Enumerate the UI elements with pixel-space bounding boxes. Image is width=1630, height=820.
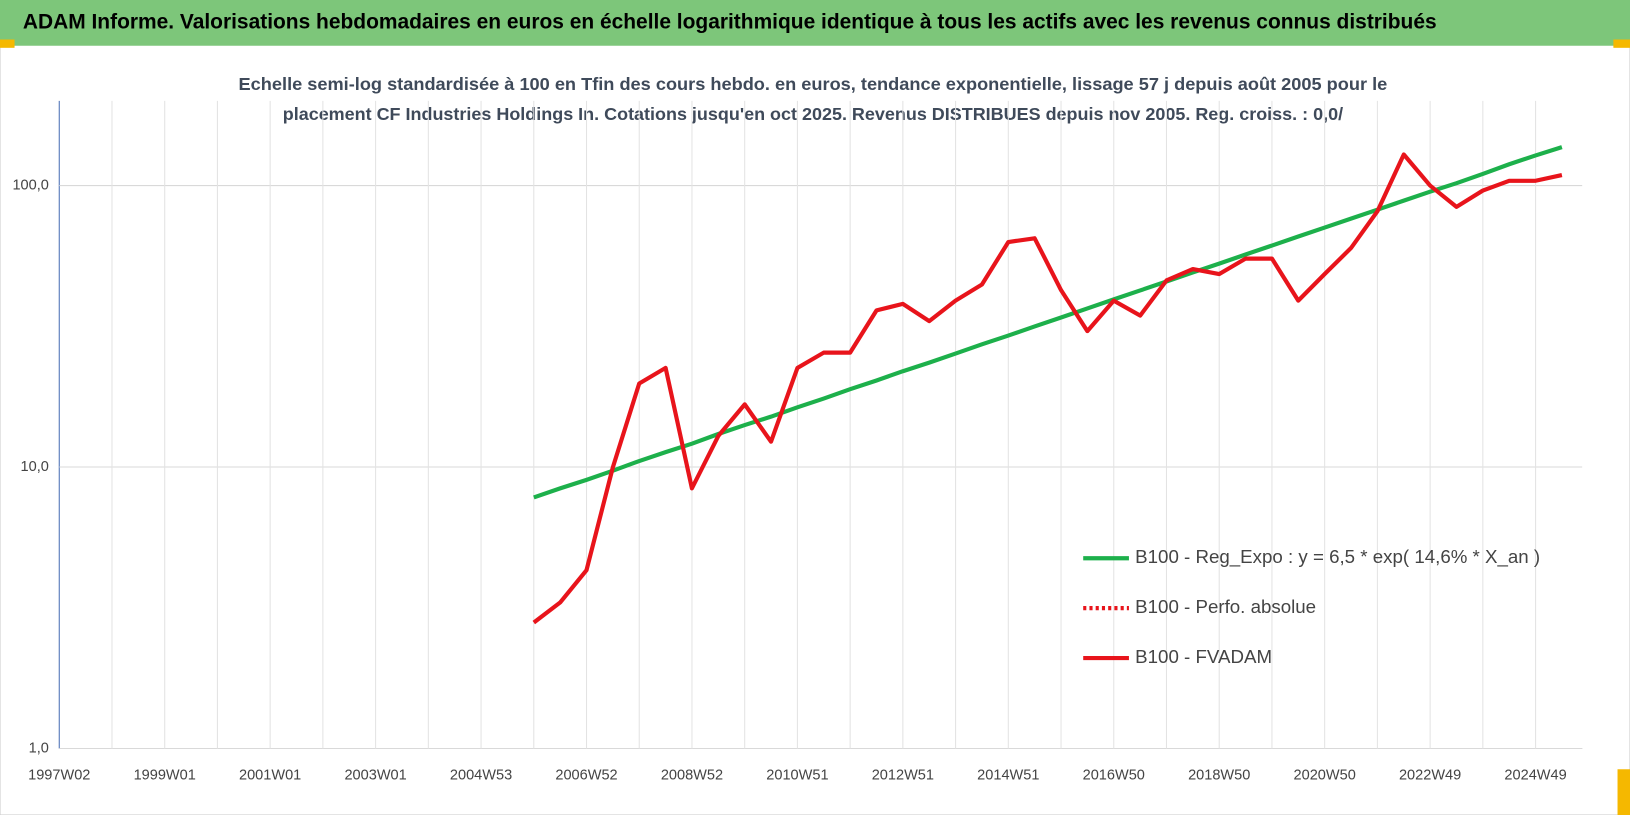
y-tick-label: 10,0 — [21, 459, 49, 475]
x-tick-label: 2006W52 — [555, 767, 617, 783]
x-tick-label: 2012W51 — [872, 767, 934, 783]
legend-label: B100 - Reg_Expo : y = 6,5 * exp( 14,6% *… — [1135, 546, 1540, 568]
legend-label: B100 - FVADAM — [1135, 646, 1272, 667]
subtitle: Echelle semi-log standardisée à 100 en T… — [239, 74, 1388, 94]
x-tick-label: 2024W49 — [1504, 767, 1566, 783]
x-tick-label: 2004W53 — [450, 767, 512, 783]
legend-label: B100 - Perfo. absolue — [1135, 596, 1316, 617]
x-tick-label: 2022W49 — [1399, 767, 1461, 783]
x-tick-label: 2003W01 — [344, 767, 406, 783]
corner — [0, 39, 15, 48]
x-tick-label: 2020W50 — [1294, 767, 1356, 783]
y-tick-label: 100,0 — [12, 177, 48, 193]
x-tick-label: 2010W51 — [766, 767, 828, 783]
x-tick-label: 2018W50 — [1188, 767, 1250, 783]
header-title: ADAM Informe. Valorisations hebdomadaire… — [23, 10, 1437, 33]
x-tick-label: 2016W50 — [1083, 767, 1145, 783]
series-line — [532, 152, 1563, 625]
x-tick-label: 1999W01 — [134, 767, 196, 783]
x-tick-label: 2014W51 — [977, 767, 1039, 783]
x-tick-label: 1997W02 — [28, 767, 90, 783]
y-tick-label: 1,0 — [29, 740, 49, 756]
corner — [1613, 39, 1630, 48]
series-line — [533, 145, 1563, 500]
subtitle: placement CF Industries Holdings In. Cot… — [283, 104, 1343, 124]
header-bar — [0, 0, 1630, 46]
corner — [1617, 769, 1630, 815]
x-tick-label: 2008W52 — [661, 767, 723, 783]
x-tick-label: 2001W01 — [239, 767, 301, 783]
